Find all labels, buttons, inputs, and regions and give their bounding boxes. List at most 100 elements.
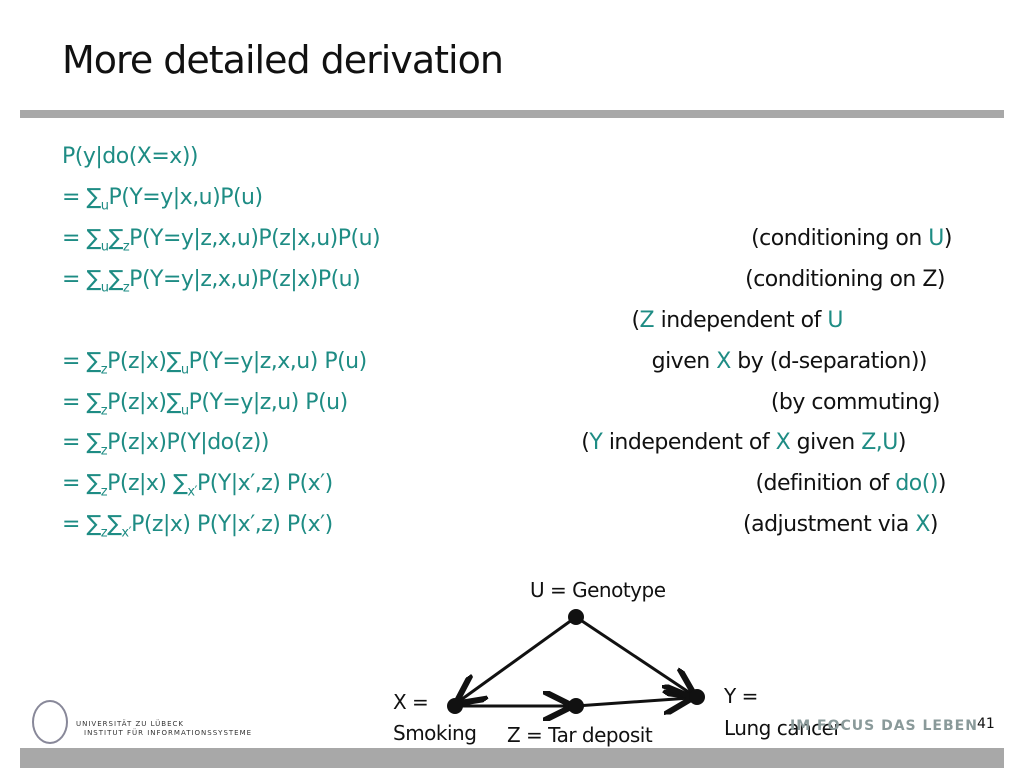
equation-line: = ∑uP(Y=y|x,u)P(u): [62, 185, 263, 213]
equation-line: = ∑u∑zP(Y=y|z,x,u)P(z|x,u)P(u): [62, 226, 381, 255]
equation-text: = ∑: [62, 226, 101, 251]
note-text: ): [929, 512, 939, 537]
equation-text: = ∑: [62, 512, 101, 537]
footer-slogan: IM FOCUS DAS LEBEN: [790, 718, 978, 734]
subscript: z: [100, 525, 108, 541]
note-text: do(): [895, 471, 938, 496]
note-text: Y: [589, 430, 603, 455]
equation-text: P(Y|x′,z) P(x′): [196, 471, 333, 496]
note-text: U: [928, 226, 944, 251]
equation-text: = ∑: [62, 185, 101, 210]
subscript: x′: [187, 484, 197, 500]
university-seal-logo: [32, 700, 68, 744]
equation-text: P(z|x) ∑: [107, 471, 188, 496]
subscript: z: [122, 239, 130, 255]
equation-text: P(Y=y|z,x,u)P(z|x)P(u): [129, 267, 361, 292]
equation-line: = ∑zP(z|x)∑uP(Y=y|z,x,u) P(u): [62, 349, 367, 377]
equation-text: = ∑: [62, 471, 101, 496]
equation-text: P(Y=y|z,x,u) P(u): [188, 349, 368, 374]
note-text: (definition of: [755, 471, 896, 496]
derivation-note: (Z independent of U: [631, 308, 843, 333]
node-y-label-2: Lung cancer: [724, 716, 842, 740]
equation-line: P(y|do(X=x)): [62, 144, 198, 169]
equation-text: = ∑: [62, 430, 101, 455]
equation-text: P(y|do(X=x)): [62, 144, 198, 169]
equation-text: P(Y=y|z,x,u)P(z|x,u)P(u): [129, 226, 381, 251]
node-u-label: U = Genotype: [530, 578, 666, 602]
subscript: x′: [121, 525, 132, 541]
node-y: [689, 689, 705, 705]
subscript: z: [122, 280, 130, 296]
equation-text: P(z|x)∑: [107, 390, 181, 415]
node-y-label: Y =: [724, 684, 758, 708]
note-text: (conditioning on: [751, 226, 929, 251]
university: UNIVERSITÄT ZU LÜBECK: [76, 720, 185, 728]
equation-text: ∑: [108, 226, 124, 251]
footer-bar: [20, 748, 1004, 768]
note-text: ): [937, 471, 947, 496]
equation-text: P(z|x) P(Y|x′,z) P(x′): [131, 512, 333, 537]
note-text: Z,U: [861, 430, 898, 455]
note-text: ): [897, 430, 907, 455]
equation-line: = ∑z∑x′P(z|x) P(Y|x′,z) P(x′): [62, 512, 333, 540]
note-text: (by commuting): [770, 390, 941, 415]
equation-text: ∑: [108, 267, 124, 292]
node-x-label-2: Smoking: [393, 721, 477, 745]
note-text: (: [631, 308, 640, 333]
derivation-note: (by commuting): [770, 390, 941, 415]
note-text: X: [775, 430, 791, 455]
derivation-note: (Y independent of X given Z,U): [581, 430, 906, 455]
note-text: given: [790, 430, 862, 455]
derivation-note: (conditioning on U): [751, 226, 952, 251]
derivation-note: (conditioning on Z): [745, 267, 945, 292]
edge-z-y: [575, 698, 690, 706]
node-x-label: X =: [393, 690, 429, 714]
subscript: u: [100, 280, 109, 296]
node-z: [568, 698, 584, 714]
note-text: X: [716, 349, 731, 374]
note-text: (: [581, 430, 590, 455]
institute: INSTITUT FÜR INFORMATIONSSYSTEME: [84, 729, 253, 737]
equation-line: = ∑zP(z|x)∑uP(Y=y|z,u) P(u): [62, 390, 348, 418]
equation-line: = ∑zP(z|x) ∑x′P(Y|x′,z) P(x′): [62, 471, 333, 499]
title-divider: [20, 110, 1004, 118]
equation-text: P(z|x)P(Y|do(z)): [107, 430, 269, 455]
note-text: by (d-separation)): [730, 349, 927, 374]
note-text: given: [651, 349, 717, 374]
note-text: (adjustment via: [743, 512, 916, 537]
note-text: U: [827, 308, 843, 333]
note-text: ): [943, 226, 953, 251]
subscript: u: [180, 362, 189, 378]
page-number: 41: [977, 716, 995, 732]
derivation-note: (definition of do()): [755, 471, 946, 496]
subscript: u: [100, 239, 109, 255]
node-x: [447, 698, 463, 714]
equation-line: = ∑u∑zP(Y=y|z,x,u)P(z|x)P(u): [62, 267, 361, 296]
node-z-label: Z = Tar deposit: [507, 723, 653, 747]
subscript: u: [100, 198, 109, 214]
note-text: Z: [639, 308, 655, 333]
equation-text: = ∑: [62, 349, 101, 374]
subscript: z: [100, 443, 108, 459]
note-text: X: [915, 512, 930, 537]
subscript: u: [180, 403, 189, 419]
slide-title: More detailed derivation: [62, 38, 504, 82]
equation-text: = ∑: [62, 390, 101, 415]
edge-u-y: [575, 615, 693, 695]
note-text: (conditioning on Z): [745, 267, 945, 292]
node-u: [568, 609, 584, 625]
equation-text: P(z|x)∑: [107, 349, 181, 374]
note-text: independent of: [602, 430, 776, 455]
equation-text: ∑: [107, 512, 122, 537]
subscript: z: [100, 362, 108, 378]
edge-u-x: [458, 615, 577, 702]
equation-text: P(Y=y|x,u)P(u): [108, 185, 264, 210]
equation-line: = ∑zP(z|x)P(Y|do(z)): [62, 430, 269, 458]
note-text: independent of: [654, 308, 828, 333]
university-name: UNIVERSITÄT ZU LÜBECK INSTITUT FÜR INFORM…: [76, 720, 252, 738]
subscript: z: [100, 484, 108, 500]
derivation-note: (adjustment via X): [743, 512, 938, 537]
equation-text: = ∑: [62, 267, 101, 292]
derivation-note: given X by (d-separation)): [651, 349, 928, 374]
